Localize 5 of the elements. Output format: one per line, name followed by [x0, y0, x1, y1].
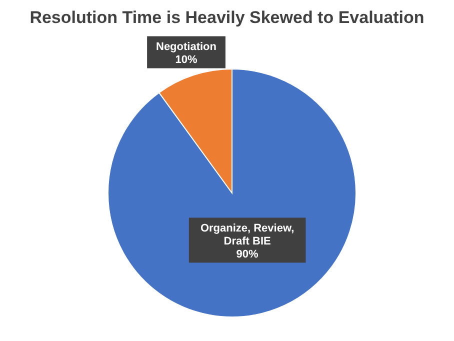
chart-title: Resolution Time is Heavily Skewed to Evaluation: [28, 8, 426, 28]
slice-label: Negotiation: [156, 41, 217, 54]
data-label: 90%: [236, 248, 259, 261]
data-label: 10%: [175, 54, 198, 66]
slice-label: Organize, Review, Draft BIE: [200, 222, 294, 248]
